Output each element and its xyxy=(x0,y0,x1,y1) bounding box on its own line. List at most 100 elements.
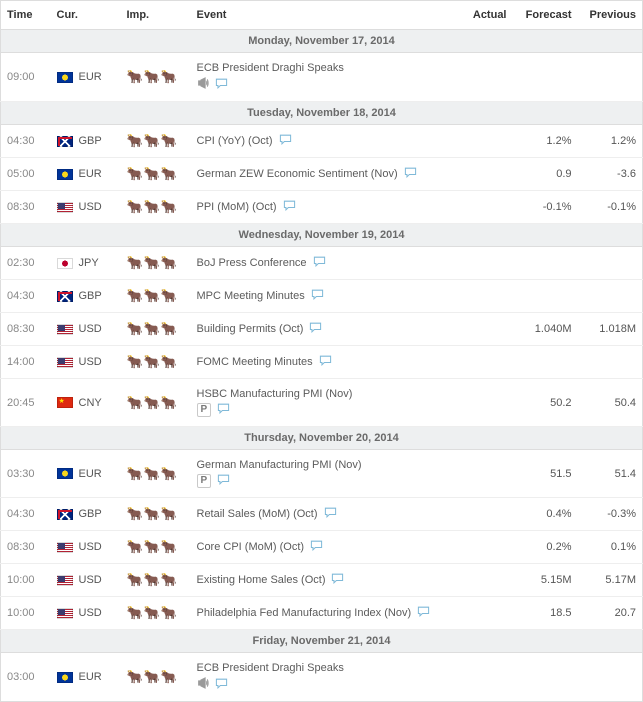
chat-icon[interactable] xyxy=(417,606,430,620)
currency-cell: USD xyxy=(57,541,115,553)
event-time: 08:30 xyxy=(1,191,51,224)
event-row[interactable]: 20:45CNY🐂🐂🐂HSBC Manufacturing PMI (Nov)P… xyxy=(1,379,643,427)
col-actual[interactable]: Actual xyxy=(448,1,513,30)
flag-icon xyxy=(57,509,73,520)
flag-icon xyxy=(57,291,73,302)
preliminary-badge: P xyxy=(197,474,212,488)
importance-bulls: 🐂🐂🐂 xyxy=(127,167,178,180)
forecast-value: 51.5 xyxy=(513,450,578,498)
event-row[interactable]: 09:00EUR🐂🐂🐂ECB President Draghi Speaks xyxy=(1,53,643,102)
bull-icon: 🐂 xyxy=(161,573,177,586)
event-row[interactable]: 10:00USD🐂🐂🐂Philadelphia Fed Manufacturin… xyxy=(1,597,643,630)
flag-icon xyxy=(57,202,73,213)
flag-icon xyxy=(57,324,73,335)
chat-icon[interactable] xyxy=(404,167,417,181)
col-forecast[interactable]: Forecast xyxy=(513,1,578,30)
event-time: 10:00 xyxy=(1,597,51,630)
event-row[interactable]: 05:00EUR🐂🐂🐂German ZEW Economic Sentiment… xyxy=(1,158,643,191)
bull-icon: 🐂 xyxy=(144,573,160,586)
previous-value xyxy=(578,653,643,702)
currency-code: USD xyxy=(79,541,102,553)
bull-icon: 🐂 xyxy=(144,134,160,147)
event-name: CPI (YoY) (Oct) xyxy=(197,135,273,147)
event-time: 14:00 xyxy=(1,346,51,379)
bull-icon: 🐂 xyxy=(161,540,177,553)
chat-icon[interactable] xyxy=(311,289,324,303)
chat-icon[interactable] xyxy=(217,403,230,417)
chat-icon[interactable] xyxy=(279,134,292,148)
event-time: 04:30 xyxy=(1,125,51,158)
actual-value xyxy=(448,191,513,224)
col-event[interactable]: Event xyxy=(191,1,448,30)
event-time: 20:45 xyxy=(1,379,51,427)
bull-icon: 🐂 xyxy=(144,322,160,335)
event-name: Core CPI (MoM) (Oct) xyxy=(197,541,305,553)
event-row[interactable]: 08:30USD🐂🐂🐂PPI (MoM) (Oct)-0.1%-0.1% xyxy=(1,191,643,224)
day-label: Monday, November 17, 2014 xyxy=(1,30,643,53)
actual-value xyxy=(448,313,513,346)
previous-value: 0.1% xyxy=(578,531,643,564)
event-time: 03:00 xyxy=(1,653,51,702)
previous-value xyxy=(578,247,643,280)
bull-icon: 🐂 xyxy=(144,70,160,83)
bull-icon: 🐂 xyxy=(161,322,177,335)
forecast-value xyxy=(513,653,578,702)
bull-icon: 🐂 xyxy=(161,467,177,480)
event-name: HSBC Manufacturing PMI (Nov) xyxy=(197,388,353,400)
actual-value xyxy=(448,653,513,702)
chat-icon[interactable] xyxy=(215,678,228,692)
event-time: 02:30 xyxy=(1,247,51,280)
event-row[interactable]: 04:30GBP🐂🐂🐂Retail Sales (MoM) (Oct)0.4%-… xyxy=(1,498,643,531)
previous-value: 51.4 xyxy=(578,450,643,498)
event-name: German Manufacturing PMI (Nov) xyxy=(197,459,362,471)
chat-icon[interactable] xyxy=(217,474,230,488)
event-row[interactable]: 04:30GBP🐂🐂🐂MPC Meeting Minutes xyxy=(1,280,643,313)
chat-icon[interactable] xyxy=(215,78,228,92)
event-row[interactable]: 03:30EUR🐂🐂🐂German Manufacturing PMI (Nov… xyxy=(1,450,643,498)
currency-cell: EUR xyxy=(57,671,115,683)
bull-icon: 🐂 xyxy=(127,573,143,586)
chat-icon[interactable] xyxy=(319,355,332,369)
bull-icon: 🐂 xyxy=(127,540,143,553)
bull-icon: 🐂 xyxy=(127,355,143,368)
chat-icon[interactable] xyxy=(324,507,337,521)
event-row[interactable]: 04:30GBP🐂🐂🐂CPI (YoY) (Oct)1.2%1.2% xyxy=(1,125,643,158)
chat-icon[interactable] xyxy=(331,573,344,587)
flag-icon xyxy=(57,672,73,683)
event-row[interactable]: 10:00USD🐂🐂🐂Existing Home Sales (Oct)5.15… xyxy=(1,564,643,597)
bull-icon: 🐂 xyxy=(127,606,143,619)
previous-value: 1.018M xyxy=(578,313,643,346)
importance-bulls: 🐂🐂🐂 xyxy=(127,540,178,553)
chat-icon[interactable] xyxy=(283,200,296,214)
currency-cell: EUR xyxy=(57,468,115,480)
actual-value xyxy=(448,53,513,102)
currency-code: GBP xyxy=(79,508,102,520)
col-time[interactable]: Time xyxy=(1,1,51,30)
event-name: Philadelphia Fed Manufacturing Index (No… xyxy=(197,607,412,619)
forecast-value xyxy=(513,280,578,313)
event-row[interactable]: 14:00USD🐂🐂🐂FOMC Meeting Minutes xyxy=(1,346,643,379)
previous-value xyxy=(578,346,643,379)
event-row[interactable]: 08:30USD🐂🐂🐂Core CPI (MoM) (Oct)0.2%0.1% xyxy=(1,531,643,564)
event-time: 10:00 xyxy=(1,564,51,597)
chat-icon[interactable] xyxy=(313,256,326,270)
actual-value xyxy=(448,564,513,597)
col-cur[interactable]: Cur. xyxy=(51,1,121,30)
col-imp[interactable]: Imp. xyxy=(121,1,191,30)
bull-icon: 🐂 xyxy=(144,396,160,409)
bull-icon: 🐂 xyxy=(144,167,160,180)
col-previous[interactable]: Previous xyxy=(578,1,643,30)
currency-code: JPY xyxy=(79,257,99,269)
event-time: 03:30 xyxy=(1,450,51,498)
event-row[interactable]: 03:00EUR🐂🐂🐂ECB President Draghi Speaks xyxy=(1,653,643,702)
event-row[interactable]: 08:30USD🐂🐂🐂Building Permits (Oct)1.040M1… xyxy=(1,313,643,346)
importance-bulls: 🐂🐂🐂 xyxy=(127,396,178,409)
bull-icon: 🐂 xyxy=(144,200,160,213)
bull-icon: 🐂 xyxy=(144,467,160,480)
event-row[interactable]: 02:30JPY🐂🐂🐂BoJ Press Conference xyxy=(1,247,643,280)
chat-icon[interactable] xyxy=(310,540,323,554)
forecast-value xyxy=(513,53,578,102)
chat-icon[interactable] xyxy=(309,322,322,336)
currency-code: EUR xyxy=(79,71,102,83)
previous-value xyxy=(578,53,643,102)
